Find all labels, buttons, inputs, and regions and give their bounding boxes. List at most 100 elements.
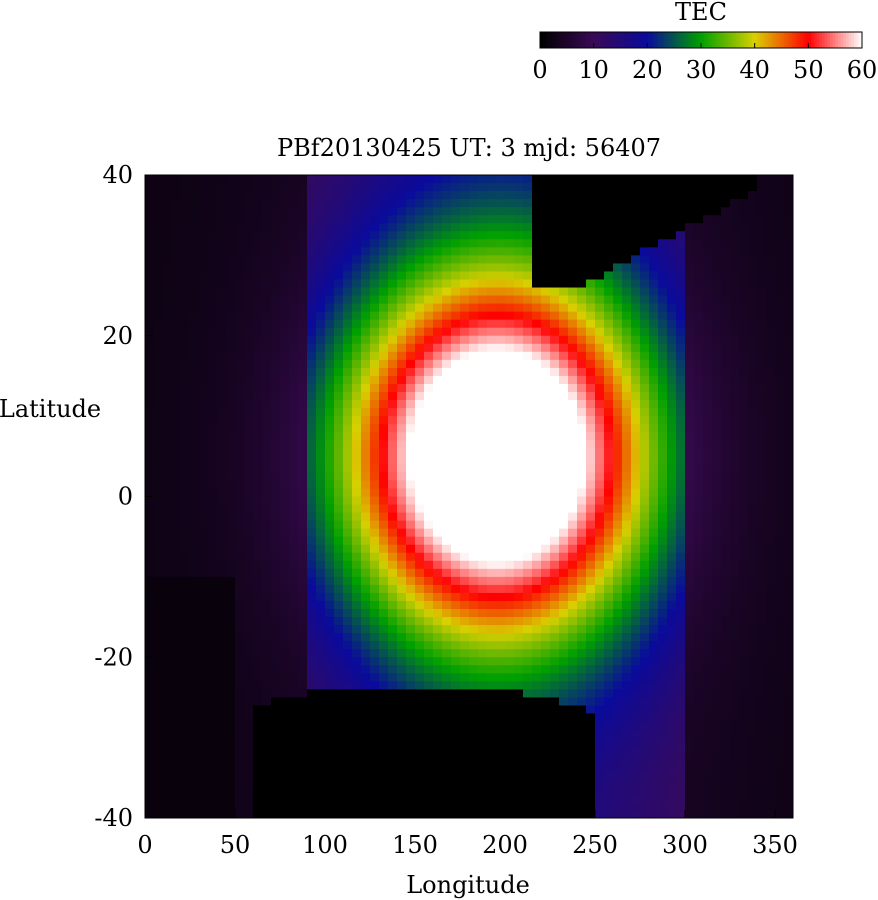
heatmap-cell (163, 279, 173, 289)
heatmap-cell (532, 705, 542, 715)
heatmap-cell (451, 584, 461, 594)
heatmap-cell (334, 400, 344, 409)
heatmap-cell (658, 625, 668, 634)
heatmap-cell (604, 464, 614, 473)
heatmap-cell (316, 649, 326, 658)
heatmap-cell (388, 713, 398, 723)
heatmap-cell (361, 375, 371, 385)
heatmap-cell (235, 432, 245, 441)
heatmap-cell (334, 255, 344, 264)
heatmap-cell (190, 568, 200, 578)
heatmap-cell (730, 343, 740, 353)
heatmap-cell (235, 287, 245, 297)
heatmap-cell (451, 408, 461, 417)
heatmap-cell (721, 552, 731, 562)
heatmap-cell (325, 480, 335, 489)
heatmap-cell (469, 247, 479, 256)
heatmap-cell (748, 584, 758, 594)
heatmap-cell (694, 327, 704, 337)
heatmap-cell (514, 568, 524, 578)
heatmap-cell (730, 488, 740, 497)
heatmap-cell (784, 351, 794, 361)
heatmap-cell (613, 367, 623, 377)
heatmap-cell (523, 464, 533, 473)
heatmap-cell (307, 641, 317, 650)
heatmap-cell (748, 311, 758, 321)
heatmap-cell (658, 440, 668, 449)
heatmap-cell (739, 247, 749, 256)
heatmap-cell (505, 303, 515, 313)
heatmap-cell (217, 432, 227, 441)
heatmap-cell (712, 689, 722, 698)
heatmap-cell (505, 568, 515, 578)
heatmap-cell (370, 400, 380, 409)
heatmap-cell (388, 335, 398, 345)
heatmap-cell (343, 552, 353, 562)
heatmap-cell (325, 496, 335, 506)
heatmap-cell (748, 432, 758, 441)
heatmap-cell (406, 343, 416, 353)
heatmap-cell (784, 175, 794, 184)
heatmap-cell (208, 432, 218, 441)
heatmap-cell (424, 673, 434, 682)
heatmap-cell (379, 279, 389, 289)
heatmap-cell (199, 440, 209, 449)
heatmap-cell (784, 207, 794, 216)
heatmap-cell (748, 673, 758, 682)
heatmap-cell (559, 295, 569, 305)
heatmap-cell (415, 359, 425, 369)
colorbar-segment (641, 32, 646, 48)
heatmap-cell (361, 609, 371, 618)
heatmap-cell (298, 279, 308, 289)
heatmap-cell (199, 472, 209, 481)
heatmap-cell (172, 560, 182, 570)
heatmap-cell (586, 665, 596, 674)
heatmap-cell (334, 544, 344, 554)
heatmap-cell (568, 223, 578, 232)
heatmap-cell (217, 359, 227, 369)
colorbar-segment (746, 32, 750, 48)
heatmap-cell (622, 705, 632, 715)
heatmap-cell (388, 295, 398, 305)
heatmap-cell (532, 592, 542, 602)
heatmap-cell (712, 367, 722, 377)
heatmap-cell (226, 456, 236, 465)
heatmap-cell (343, 287, 353, 297)
heatmap-cell (217, 207, 227, 216)
heatmap-cell (226, 552, 236, 562)
heatmap-cell (334, 351, 344, 361)
heatmap-cell (235, 617, 245, 626)
heatmap-cell (478, 480, 488, 489)
heatmap-cell (280, 584, 290, 594)
heatmap-cell (415, 609, 425, 618)
heatmap-cell (370, 576, 380, 586)
heatmap-cell (739, 303, 749, 313)
heatmap-cell (271, 600, 281, 610)
heatmap-cell (739, 552, 749, 562)
heatmap-cell (298, 488, 308, 497)
heatmap-cell (460, 343, 470, 353)
heatmap-cell (460, 657, 470, 666)
heatmap-cell (568, 649, 578, 658)
heatmap-cell (424, 705, 434, 715)
heatmap-cell (676, 625, 686, 634)
heatmap-cell (370, 560, 380, 570)
heatmap-cell (397, 697, 407, 706)
heatmap-cell (631, 633, 641, 642)
heatmap-cell (721, 560, 731, 570)
heatmap-cell (343, 375, 353, 385)
heatmap-cell (469, 239, 479, 248)
heatmap-cell (163, 440, 173, 449)
heatmap-cell (397, 480, 407, 489)
heatmap-cell (307, 303, 317, 313)
heatmap-cell (640, 319, 650, 329)
heatmap-cell (415, 705, 425, 715)
heatmap-cell (334, 263, 344, 272)
heatmap-cell (730, 287, 740, 297)
heatmap-cell (784, 464, 794, 473)
heatmap-cell (658, 568, 668, 578)
heatmap-cell (262, 311, 272, 321)
heatmap-cell (145, 480, 155, 489)
heatmap-cell (469, 416, 479, 425)
heatmap-cell (154, 223, 164, 232)
